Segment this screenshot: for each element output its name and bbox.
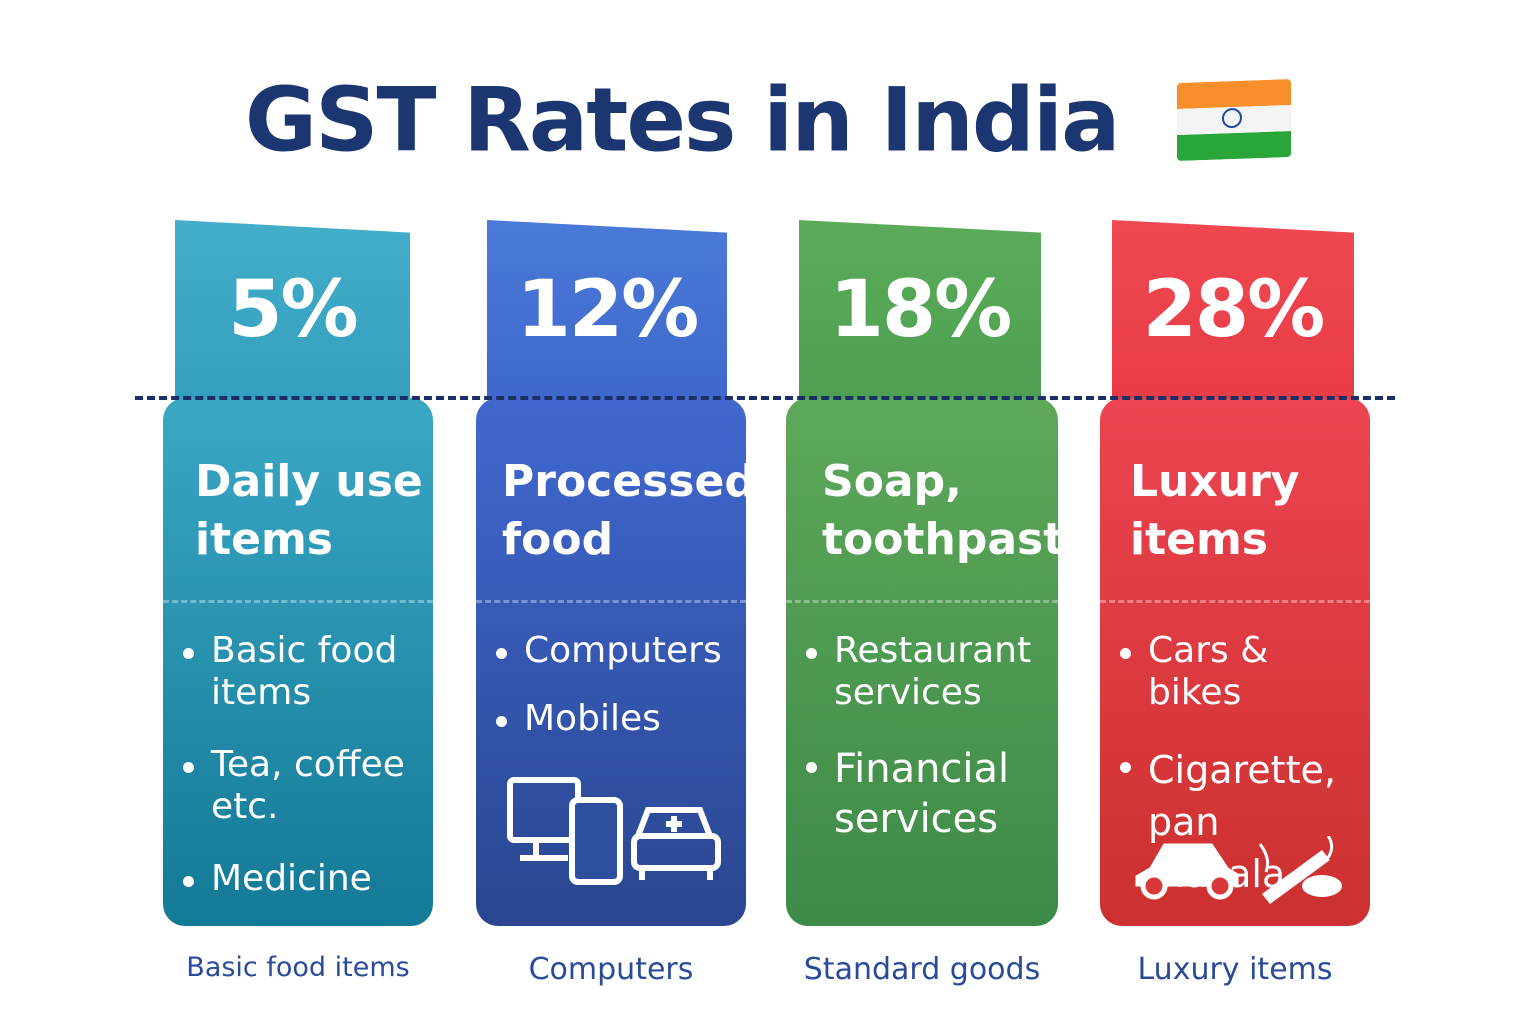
divider xyxy=(1100,600,1370,603)
rate-tab-18: 18% xyxy=(799,220,1041,400)
heading-line: items xyxy=(195,514,333,565)
card-heading: Processed food xyxy=(502,453,756,569)
caption-basic-food: Basic food items xyxy=(186,952,410,983)
page-title: GST Rates in India xyxy=(0,62,1536,172)
ambulance-icon xyxy=(631,807,721,880)
heading-line: Soap, xyxy=(822,456,962,507)
list-item: Cars & bikes xyxy=(1120,630,1370,714)
car-icon xyxy=(1135,843,1239,900)
heading-line: Daily use xyxy=(195,456,423,507)
caption-luxury-items: Luxury items xyxy=(1137,952,1333,987)
item-list: Computers Mobiles xyxy=(496,630,722,764)
list-item: Medicine xyxy=(183,858,411,900)
list-item: Tea, coffee etc. xyxy=(183,744,411,828)
card-heading: Daily use items xyxy=(195,453,423,569)
slab-card-12: Processed food Computers Mobiles xyxy=(476,398,756,926)
cigarette-icon xyxy=(1258,836,1342,904)
rate-tab-5: 5% xyxy=(175,220,410,400)
heading-line: items xyxy=(1130,514,1268,565)
caption-computers: Computers xyxy=(528,952,694,987)
mobile-icon xyxy=(569,797,623,885)
rate-label: 5% xyxy=(228,265,358,355)
computer-icon xyxy=(507,777,581,861)
slab-card-18: Soap, toothpaste Restaurant services Fina… xyxy=(786,398,1094,926)
title-text: GST Rates in India xyxy=(244,68,1121,172)
device-icons xyxy=(507,777,721,885)
rate-label: 12% xyxy=(516,265,700,355)
rate-tab-28: 28% xyxy=(1112,220,1354,400)
heading-line: Luxury xyxy=(1130,456,1300,507)
card-heading: Luxury items xyxy=(1130,453,1299,569)
slab-card-5: Daily use items Basic food items Tea, cof… xyxy=(163,398,433,926)
heading-line: food xyxy=(502,514,614,565)
card-heading: Soap, toothpaste xyxy=(822,453,1094,569)
list-item: Financial services xyxy=(806,744,1034,844)
slab-card-28: Luxury items Cars & bikes Cigarette, pan … xyxy=(1100,398,1370,926)
list-item: Restaurant services xyxy=(806,630,1044,714)
caption-standard-goods: Standard goods xyxy=(803,952,1041,987)
list-item: Computers xyxy=(496,630,722,672)
item-list: Basic food items Tea, coffee etc. Medici… xyxy=(183,630,411,924)
india-flag-icon xyxy=(1177,79,1292,162)
rate-tab-12: 12% xyxy=(487,220,727,400)
item-list: Restaurant services Financial services xyxy=(806,630,1044,868)
rate-label: 18% xyxy=(829,265,1013,355)
rate-label: 28% xyxy=(1142,265,1326,355)
divider xyxy=(476,600,746,603)
divider xyxy=(163,600,433,603)
list-item: Mobiles xyxy=(496,698,722,740)
luxury-icons xyxy=(1135,836,1342,904)
heading-line: Processed xyxy=(502,456,756,507)
divider xyxy=(786,600,1058,603)
heading-line: toothpaste xyxy=(822,514,1095,565)
dashed-separator-line xyxy=(135,396,1395,400)
list-item: Basic food items xyxy=(183,630,401,714)
